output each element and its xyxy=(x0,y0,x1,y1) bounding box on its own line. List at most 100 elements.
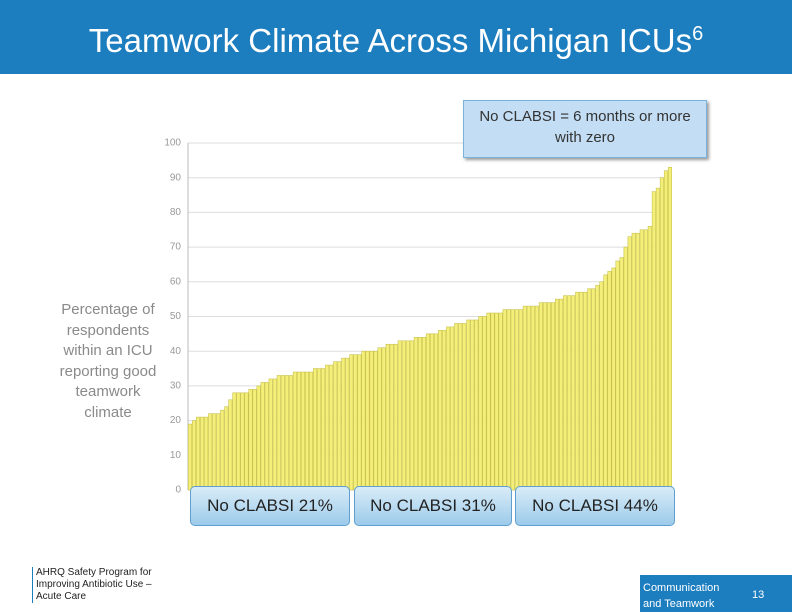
bar xyxy=(188,423,193,491)
bar xyxy=(490,312,495,491)
slide-title: Teamwork Climate Across Michigan ICUs6 xyxy=(0,22,792,60)
bar xyxy=(667,166,672,491)
bar xyxy=(583,291,588,491)
bar xyxy=(470,319,475,491)
bar xyxy=(236,392,241,491)
bar xyxy=(518,309,523,491)
bar xyxy=(494,312,499,491)
bar xyxy=(300,371,305,491)
group-label: No CLABSI 21% xyxy=(190,486,350,526)
bar xyxy=(240,392,245,491)
bar xyxy=(216,413,221,491)
bar xyxy=(345,357,350,491)
title-superscript: 6 xyxy=(692,23,704,45)
bar xyxy=(514,309,519,491)
bar xyxy=(373,350,378,491)
bar xyxy=(224,406,229,491)
footer-program: AHRQ Safety Program for Improving Antibi… xyxy=(32,567,176,603)
bar xyxy=(619,257,624,491)
bar xyxy=(615,260,620,491)
bar xyxy=(317,368,322,491)
bar xyxy=(510,309,515,491)
bar xyxy=(655,187,660,491)
bar xyxy=(276,375,281,491)
bar xyxy=(647,225,652,491)
bar xyxy=(353,354,358,491)
bar xyxy=(607,271,612,491)
y-tick-label: 0 xyxy=(175,485,181,496)
bar xyxy=(478,316,483,491)
bar xyxy=(252,389,257,491)
y-tick-label: 70 xyxy=(170,242,182,253)
bar xyxy=(555,298,560,491)
bar xyxy=(357,354,362,491)
bar xyxy=(651,191,656,491)
y-axis-label: Percentage of respondents within an ICU … xyxy=(59,301,157,421)
bar xyxy=(417,337,422,491)
bar xyxy=(200,416,205,491)
bar xyxy=(196,416,201,491)
y-tick-label: 40 xyxy=(170,346,182,357)
bar xyxy=(204,416,209,491)
bar xyxy=(643,229,648,491)
bar xyxy=(579,291,584,491)
title-bar xyxy=(0,0,792,74)
bar xyxy=(260,382,265,491)
bar xyxy=(595,284,600,491)
bar xyxy=(256,385,261,491)
bar xyxy=(438,330,443,491)
bar xyxy=(425,333,430,491)
bar xyxy=(587,288,592,491)
bar xyxy=(550,302,556,491)
bar xyxy=(486,312,491,491)
bar xyxy=(244,392,249,491)
bar xyxy=(458,323,463,491)
bar xyxy=(393,343,398,491)
bar xyxy=(498,312,503,491)
bar xyxy=(506,309,511,491)
bar xyxy=(248,389,253,491)
bar xyxy=(208,413,213,491)
bar xyxy=(401,340,406,491)
bar xyxy=(575,291,580,491)
y-tick-label: 10 xyxy=(170,450,182,461)
bar xyxy=(450,326,455,491)
bar xyxy=(385,343,390,491)
bar xyxy=(381,347,386,491)
bar xyxy=(563,295,568,491)
bar xyxy=(389,343,394,491)
group-label: No CLABSI 31% xyxy=(354,486,512,526)
bar xyxy=(434,333,439,491)
bar xyxy=(442,330,447,491)
bar xyxy=(599,281,604,491)
bar xyxy=(361,350,366,491)
y-tick-label: 90 xyxy=(170,172,182,183)
bar xyxy=(522,305,527,491)
y-tick-label: 100 xyxy=(164,138,181,149)
bar xyxy=(538,302,543,491)
page-number: 13 xyxy=(752,589,765,601)
bar xyxy=(526,305,531,491)
bar xyxy=(321,368,326,491)
bar xyxy=(482,316,487,491)
bar xyxy=(530,305,535,491)
bar xyxy=(280,375,285,491)
bar xyxy=(228,399,233,491)
bar xyxy=(659,177,664,491)
y-tick-label: 20 xyxy=(170,415,182,426)
group-label: No CLABSI 44% xyxy=(515,486,675,526)
y-tick-label: 50 xyxy=(170,311,182,322)
bar xyxy=(502,309,507,491)
bar xyxy=(591,288,596,491)
bar xyxy=(288,375,293,491)
bar xyxy=(292,371,297,491)
bar xyxy=(212,413,217,491)
bar xyxy=(405,340,410,491)
bar xyxy=(369,350,374,491)
bar xyxy=(462,323,467,491)
bar xyxy=(409,340,414,491)
footer-section: Communication and Teamwork xyxy=(643,580,738,612)
y-tick-label: 60 xyxy=(170,276,182,287)
